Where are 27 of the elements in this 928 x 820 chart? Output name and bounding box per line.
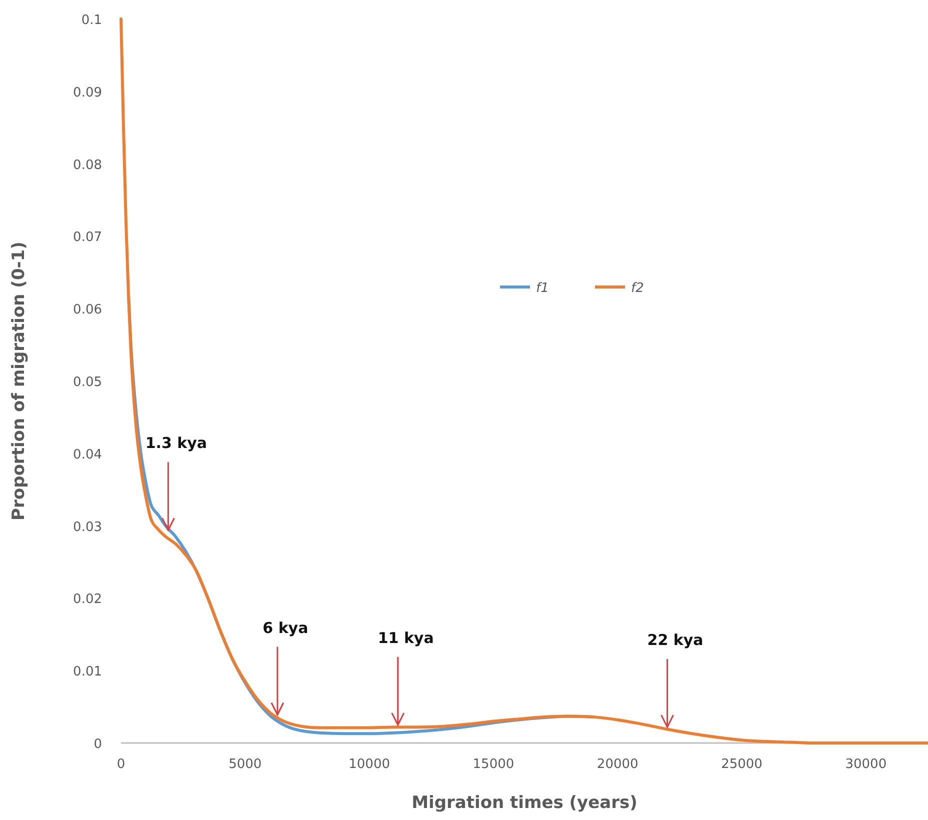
y-tick-label: 0.05 <box>73 375 102 390</box>
y-tick-label: 0.07 <box>73 230 102 246</box>
legend-label: f2 <box>631 281 644 296</box>
x-tick-label: 30000 <box>845 757 887 772</box>
y-tick-label: 0.03 <box>73 520 102 535</box>
legend-label: f1 <box>536 281 549 296</box>
annotation: 22 kya <box>647 631 704 650</box>
x-tick-label: 5000 <box>228 757 262 772</box>
x-axis-title: Migration times (years) <box>412 793 638 813</box>
x-tick-label: 15000 <box>472 757 514 772</box>
x-tick-label: 0 <box>116 757 126 772</box>
y-axis-title: Proportion of migration (0-1) <box>9 242 29 520</box>
y-tick-label: 0 <box>94 737 102 752</box>
line-series <box>120 18 928 744</box>
y-tick-label: 0.02 <box>73 592 102 608</box>
x-tick-label: 10000 <box>348 757 390 772</box>
annotation: 6 kya <box>262 618 308 637</box>
y-tick-label: 0.04 <box>73 447 102 462</box>
annotation: 1.3 kya <box>145 434 208 452</box>
y-tick-label: 0.1 <box>81 13 102 28</box>
x-tick-label: 25000 <box>721 757 762 772</box>
y-tick-label: 0.06 <box>73 302 102 318</box>
y-tick-label: 0.09 <box>73 85 102 100</box>
y-tick-label: 0.01 <box>73 664 102 680</box>
x-tick-label: 20000 <box>596 757 638 772</box>
annotation: 11 kya <box>378 628 434 647</box>
y-tick-label: 0.08 <box>73 158 102 173</box>
